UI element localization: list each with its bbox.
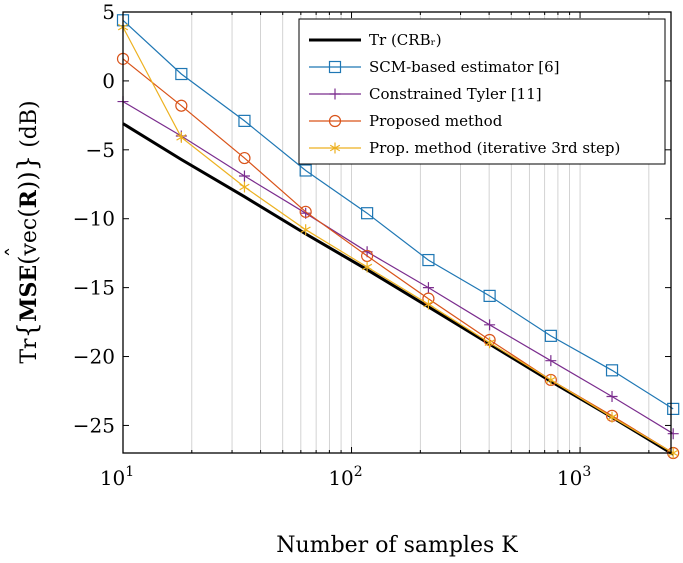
legend-entry: Constrained Tyler [11] [309,85,542,103]
square-marker [299,164,312,177]
legend-entry: Tr (CRBᵣ) [309,31,442,49]
legend-entry: SCM-based estimator [6] [309,58,559,76]
asterisk-marker [300,224,311,236]
asterisk-marker [484,337,495,349]
series-line [122,19,674,410]
asterisk-marker [329,142,341,154]
series-4 [117,21,679,459]
legend-box [298,18,666,165]
y-tick-label: −15 [73,276,115,300]
plus-marker [545,355,557,367]
asterisk-marker [362,261,373,273]
asterisk-marker [606,411,618,423]
y-tick-label: 0 [102,69,115,93]
x-tick-label: 101 [100,464,134,490]
square-marker [238,114,251,127]
legend: Tr (CRBᵣ) SCM-based estimator [6] Constrai… [298,18,666,165]
y-tick-label: −20 [73,345,115,369]
circle-marker [175,99,188,112]
y-tick-label: −5 [86,138,115,162]
x-tick-label: 102 [328,464,362,490]
legend-label: Prop. method (iterative 3rd step) [369,139,620,157]
plus-marker [606,390,618,402]
legend-label: SCM-based estimator [6] [369,58,559,76]
asterisk-marker [423,298,434,310]
plus-marker [329,88,341,100]
plus-marker [238,170,250,182]
square-marker [422,253,435,267]
plus-marker [484,319,496,331]
square-marker [605,364,619,377]
y-axis-label-hat: ˆ [4,247,29,258]
legend-label: Constrained Tyler [11] [369,85,542,103]
ticks: 101 102 103 5 0 −5 −10 −15 −20 −25 [73,0,671,490]
square-marker [483,289,496,302]
circle-marker [328,114,342,128]
series-line [122,26,674,454]
x-axis-label: Number of samples K [276,533,518,558]
square-marker [544,329,557,342]
circle-marker [361,249,374,263]
y-tick-label: −10 [73,207,115,231]
plot-frame [122,11,672,454]
circle-marker [299,205,312,218]
y-axis-label: Tr{MSE(vec(R))} (dB) [13,100,43,363]
legend-entry: Proposed method [309,112,503,130]
y-tick-label: −25 [73,413,115,437]
square-marker [361,207,374,220]
square-marker [667,402,680,415]
square-marker [328,60,342,74]
x-tick-label: 103 [557,464,591,490]
asterisk-marker [239,181,250,193]
asterisk-marker [176,131,187,143]
asterisk-marker [668,447,679,459]
legend-entry: Prop. method (iterative 3rd step) [309,139,620,157]
plus-marker [422,282,434,294]
legend-label: Proposed method [369,112,503,130]
plus-marker [667,428,679,440]
circle-marker [238,151,251,165]
series-line [122,101,674,435]
y-tick-label: 5 [102,0,115,24]
legend-label: Tr (CRBᵣ) [369,31,442,49]
asterisk-marker [545,374,556,386]
square-marker [175,67,188,81]
